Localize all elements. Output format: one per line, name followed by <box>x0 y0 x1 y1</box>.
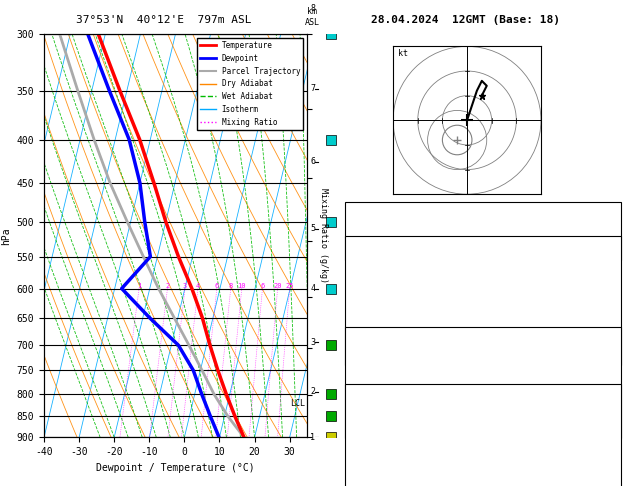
Text: Surface: Surface <box>462 243 504 253</box>
X-axis label: Dewpoint / Temperature (°C): Dewpoint / Temperature (°C) <box>96 463 255 473</box>
Text: Pressure (mb)  900: Pressure (mb) 900 <box>348 353 454 363</box>
Text: 6: 6 <box>214 282 219 289</box>
Text: 7: 7 <box>310 84 315 93</box>
Text: 5: 5 <box>310 225 315 233</box>
Text: 25: 25 <box>286 282 294 289</box>
Legend: Temperature, Dewpoint, Parcel Trajectory, Dry Adiabat, Wet Adiabat, Isotherm, Mi: Temperature, Dewpoint, Parcel Trajectory… <box>198 38 303 130</box>
Text: CAPE (J)       0: CAPE (J) 0 <box>348 334 442 344</box>
Text: 1: 1 <box>137 282 141 289</box>
Text: 8: 8 <box>228 282 233 289</box>
Text: km
ASL: km ASL <box>304 7 320 27</box>
Text: StmSpd (kt)    11: StmSpd (kt) 11 <box>348 464 448 474</box>
Text: 3: 3 <box>310 338 315 347</box>
Text: Lifted Index   1: Lifted Index 1 <box>348 389 442 399</box>
Text: Temp (°C)       17: Temp (°C) 17 <box>348 262 454 272</box>
Text: θe (K)         324: θe (K) 324 <box>348 371 454 381</box>
Text: Hodograph: Hodograph <box>457 391 509 401</box>
Text: 20: 20 <box>274 282 282 289</box>
Text: LCL: LCL <box>291 399 306 408</box>
Text: © weatheronline.co.uk: © weatheronline.co.uk <box>432 477 537 486</box>
Text: 2: 2 <box>165 282 170 289</box>
Text: Totals Totals  50: Totals Totals 50 <box>348 228 448 239</box>
Y-axis label: hPa: hPa <box>1 227 11 244</box>
Text: 8: 8 <box>310 4 315 13</box>
Text: 6: 6 <box>310 157 315 166</box>
Text: 2: 2 <box>310 387 315 397</box>
Text: 4: 4 <box>310 284 315 293</box>
Text: CIN (J)        0: CIN (J) 0 <box>348 352 442 362</box>
Text: 1: 1 <box>310 433 315 442</box>
Text: 4: 4 <box>196 282 200 289</box>
Text: Most Unstable: Most Unstable <box>445 334 521 344</box>
Text: 37°53'N  40°12'E  797m ASL: 37°53'N 40°12'E 797m ASL <box>75 15 252 25</box>
Text: 3: 3 <box>183 282 187 289</box>
Text: SREH           63: SREH 63 <box>348 428 448 438</box>
Text: θe(K)          321: θe(K) 321 <box>348 298 454 308</box>
Text: Dewp (°C)       9.9: Dewp (°C) 9.9 <box>348 280 459 290</box>
Y-axis label: Mixing Ratio (g/kg): Mixing Ratio (g/kg) <box>319 188 328 283</box>
Text: EH             59: EH 59 <box>348 410 448 420</box>
Text: K              25: K 25 <box>348 210 448 221</box>
Text: Lifted Index   2: Lifted Index 2 <box>348 316 442 326</box>
Text: 28.04.2024  12GMT (Base: 18): 28.04.2024 12GMT (Base: 18) <box>371 15 560 25</box>
Text: CAPE (J)       28: CAPE (J) 28 <box>348 407 448 417</box>
Text: CIN (J)        182: CIN (J) 182 <box>348 425 454 435</box>
Text: StmDir         176°: StmDir 176° <box>348 446 459 456</box>
Text: 6: 6 <box>260 282 265 289</box>
Text: 10: 10 <box>238 282 246 289</box>
Text: PW (cm)        1.52: PW (cm) 1.52 <box>348 246 459 257</box>
Text: kt: kt <box>398 49 408 58</box>
